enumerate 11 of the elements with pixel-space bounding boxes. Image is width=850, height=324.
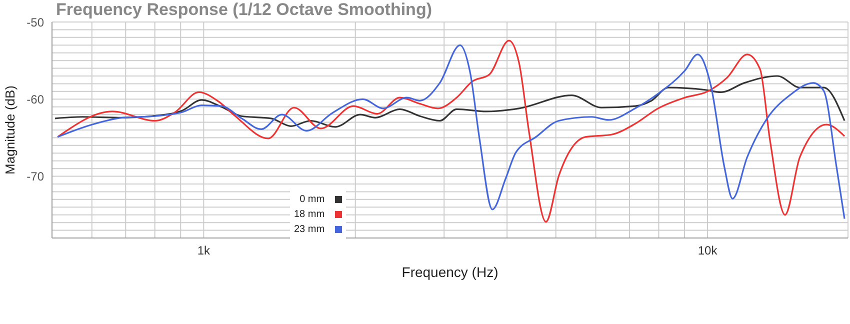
y-tick-label: -70 (26, 170, 44, 184)
chart-title: Frequency Response (1/12 Octave Smoothing) (56, 0, 432, 20)
legend-label: 23 mm (294, 223, 325, 237)
y-axis-title: Magnitude (dB) (2, 86, 18, 174)
x-tick-label: 1k (197, 244, 212, 258)
legend-label: 0 mm (300, 193, 325, 207)
legend-label: 18 mm (294, 208, 325, 222)
y-tick-label: -50 (26, 15, 44, 30)
y-tick-label: -60 (26, 92, 44, 106)
x-tick-label: 10k (698, 244, 718, 258)
x-axis-title: Frequency (Hz) (402, 264, 498, 280)
